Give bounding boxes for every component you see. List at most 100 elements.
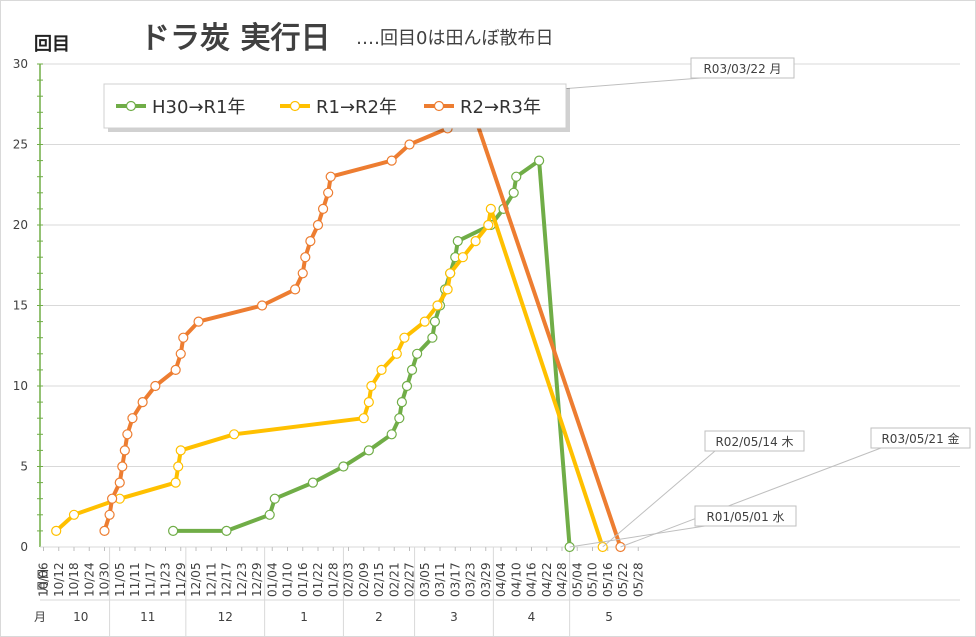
month-label: 10 xyxy=(73,610,88,624)
data-point xyxy=(358,413,369,424)
x-tick-label: 12/23 xyxy=(235,562,249,597)
x-tick-label: 01/10 xyxy=(281,562,295,597)
x-tick-label: 01/28 xyxy=(326,562,340,597)
legend-swatch-marker xyxy=(125,100,137,112)
x-tick-label: 05/22 xyxy=(616,562,630,597)
data-point xyxy=(396,397,407,408)
x-tick-label: 11/11 xyxy=(128,562,142,597)
data-point xyxy=(300,252,311,263)
legend: H30→R1年 R1→R2年 R2→R3年 xyxy=(103,83,570,132)
data-point xyxy=(406,364,418,375)
x-tick-label: 04/16 xyxy=(525,562,539,597)
data-point xyxy=(376,364,387,375)
data-point xyxy=(483,219,494,231)
data-point xyxy=(305,236,316,247)
x-tick-label: 10/18 xyxy=(67,562,81,597)
callout-leader xyxy=(569,525,706,548)
data-point xyxy=(68,509,80,520)
data-point xyxy=(104,509,115,520)
x-tick-label: 04/10 xyxy=(509,562,523,597)
data-point xyxy=(122,429,133,440)
x-tick-label: 03/11 xyxy=(433,562,447,597)
x-tick-labels: 10/06 10/12 10/18 10/24 10/30 11/05 11/11 11/17… xyxy=(37,547,645,597)
callout-leader xyxy=(602,450,716,548)
y-tick-label: 20 xyxy=(13,218,28,232)
axes xyxy=(37,63,960,548)
data-point xyxy=(325,171,336,182)
annotation-label: R01/05/01 水 xyxy=(706,510,784,524)
annotation-label: R03/05/21 金 xyxy=(881,431,959,446)
chart-title: ドラ炭 実行日 xyxy=(140,21,330,56)
callout-box xyxy=(694,505,797,527)
x-tick-label: 03/17 xyxy=(448,562,462,597)
data-point xyxy=(452,236,463,247)
data-point xyxy=(363,445,374,456)
annotation-callout: R03/05/21 金 xyxy=(620,427,971,548)
data-point xyxy=(269,493,280,504)
month-label: 3 xyxy=(450,610,458,624)
data-point xyxy=(391,348,402,359)
legend-label: R1→R2年 xyxy=(316,97,397,118)
data-point xyxy=(363,397,374,408)
data-point xyxy=(312,219,324,231)
x-tick-label: 02/03 xyxy=(342,562,356,597)
data-point xyxy=(137,397,148,408)
data-point xyxy=(114,477,125,488)
y-tick-label: 30 xyxy=(13,57,28,71)
callout-box xyxy=(690,57,795,79)
data-point xyxy=(399,332,410,343)
data-point xyxy=(256,300,268,311)
x-tick-label: 05/04 xyxy=(570,562,584,597)
annotation-callout: R02/05/14 木 xyxy=(602,430,805,548)
data-point xyxy=(338,461,349,472)
month-separators xyxy=(40,547,960,637)
data-point xyxy=(427,332,438,343)
x-tick-label: 10/30 xyxy=(98,562,112,597)
data-point xyxy=(307,477,319,488)
y-tick-label: 5 xyxy=(20,460,28,474)
data-point xyxy=(221,525,232,537)
x-tick-label: 12/11 xyxy=(204,562,218,597)
gridlines xyxy=(40,63,960,467)
legend-label: R2→R3年 xyxy=(460,97,541,118)
x-tick-label: 03/23 xyxy=(464,562,478,597)
y-tick-label: 25 xyxy=(13,138,28,152)
x-tick-label: 03/05 xyxy=(418,562,432,597)
chart-subtitle: ‥‥回目0は田んぼ散布日 xyxy=(356,28,553,49)
data-point xyxy=(429,316,441,327)
legend-item: R1→R2年 xyxy=(280,97,397,118)
data-point xyxy=(508,187,519,198)
month-label: 1 xyxy=(300,610,308,624)
data-point xyxy=(170,364,181,375)
x-tick-label: 11/05 xyxy=(113,562,127,597)
series-line xyxy=(54,206,605,549)
data-point xyxy=(117,461,128,472)
data-point xyxy=(229,429,240,440)
x-tick-label: 01/16 xyxy=(296,562,310,597)
annotation-label: R02/05/14 木 xyxy=(715,435,793,449)
month-labels: 10 11 12 1 2 3 4 5 xyxy=(73,610,613,624)
month-label: 2 xyxy=(375,610,383,624)
data-point xyxy=(366,380,377,392)
legend-swatch-marker xyxy=(289,100,301,112)
x-tick-label: 11/23 xyxy=(159,562,173,597)
data-point xyxy=(470,236,481,247)
data-point xyxy=(419,316,430,327)
data-point xyxy=(511,171,522,182)
data-point xyxy=(386,155,397,166)
data-point xyxy=(534,155,545,166)
data-point xyxy=(178,332,189,343)
x-tick-label: 04/22 xyxy=(540,562,554,597)
x-tick-label: 11/17 xyxy=(143,562,157,597)
x-tick-label: 04/04 xyxy=(494,562,508,597)
data-point xyxy=(290,284,301,295)
data-point xyxy=(170,477,181,488)
data-point xyxy=(175,445,186,456)
x-tick-label: 11/29 xyxy=(174,562,188,597)
data-point xyxy=(150,380,161,392)
legend-item: H30→R1年 xyxy=(116,97,245,118)
data-point xyxy=(323,187,334,198)
x-tick-label: 04/28 xyxy=(555,562,569,597)
